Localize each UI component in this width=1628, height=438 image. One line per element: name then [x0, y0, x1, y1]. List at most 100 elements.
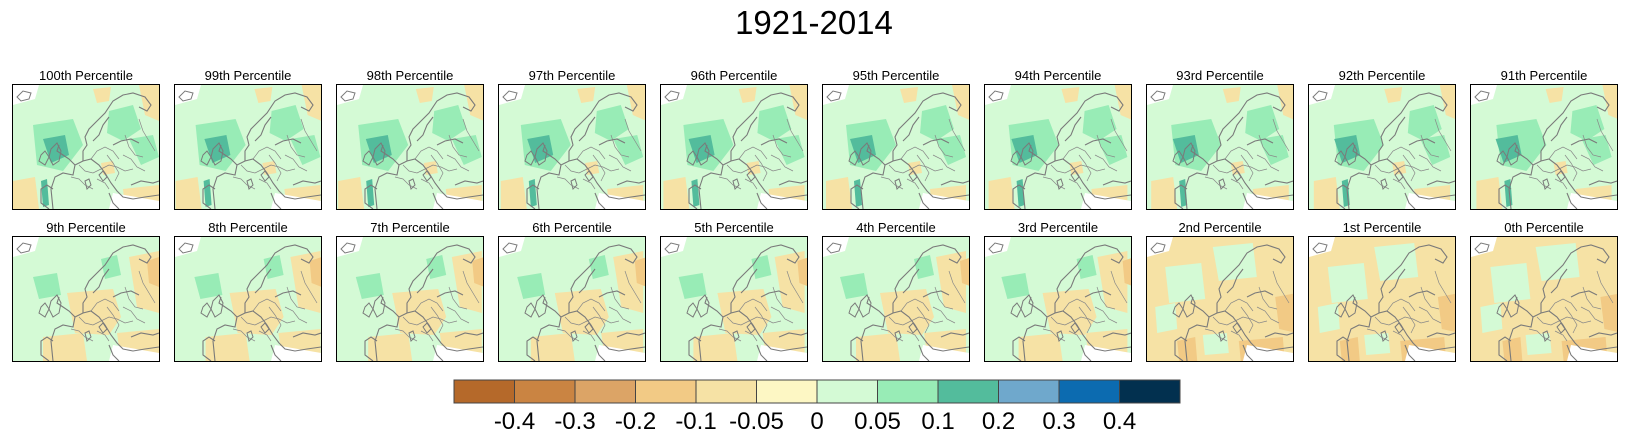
country-border: [106, 154, 120, 182]
field-patch: [826, 177, 852, 209]
country-border: [564, 316, 588, 326]
country-border: [906, 178, 920, 190]
map-panel: 100th Percentile: [12, 68, 160, 212]
coastline: [50, 310, 159, 361]
field-patch: [936, 251, 966, 313]
panel-title: 3rd Percentile: [1017, 220, 1099, 235]
field-patch: [1384, 87, 1403, 103]
coastline: [704, 296, 724, 318]
country-border: [420, 330, 434, 342]
country-border: [1078, 306, 1092, 334]
sea-patch: [1243, 193, 1293, 209]
map-svg: [175, 237, 321, 361]
country-border: [786, 270, 804, 304]
sea-patch: [433, 345, 483, 361]
coastline: [940, 332, 969, 338]
country-border: [1050, 164, 1074, 174]
coastline: [594, 192, 606, 209]
coastline: [704, 144, 724, 166]
country-border: [1224, 146, 1254, 160]
island-outline: [340, 90, 356, 102]
map-svg: [823, 237, 969, 361]
map-frame: [660, 84, 808, 210]
island-outline: [1496, 302, 1508, 318]
colorbar-swatch: [937, 379, 999, 404]
sea-patch: [919, 345, 969, 361]
country-border: [252, 146, 282, 160]
map-svg: [1147, 237, 1293, 361]
map-svg: [337, 85, 483, 209]
coastline: [406, 92, 476, 161]
sea-patch: [595, 345, 645, 361]
country-border: [1256, 306, 1280, 324]
country-border: [1374, 316, 1398, 326]
field-patch: [1222, 87, 1241, 103]
coastline: [1498, 336, 1512, 361]
country-border: [448, 134, 468, 158]
island-outline: [1172, 150, 1184, 166]
country-border: [1396, 164, 1430, 172]
coastline: [902, 116, 920, 142]
sea-patch: [919, 193, 969, 209]
field-patch: [717, 289, 772, 335]
coastline: [1508, 310, 1617, 361]
country-border: [772, 134, 792, 158]
country-border: [1420, 134, 1440, 158]
island-outline: [1056, 178, 1064, 190]
colorbar-svg: -0.4 -0.3 -0.2 -0.1 -0.05 0 0.05 0.1 0.2 0.3 0.4: [453, 379, 1181, 435]
colorbar-swatch: [877, 379, 939, 404]
sea-patch: [271, 345, 321, 361]
map-svg: [1309, 85, 1455, 209]
country-border: [748, 164, 782, 172]
field-patch: [1179, 179, 1188, 207]
country-border: [262, 164, 296, 172]
country-border: [446, 154, 470, 172]
field-patch: [738, 87, 757, 103]
coastline: [1566, 344, 1578, 361]
panel-title: 7th Percentile: [370, 220, 450, 235]
coastline: [274, 290, 302, 298]
country-border: [1396, 316, 1430, 324]
colorbar-swatch: [695, 379, 757, 404]
coastline: [108, 192, 120, 209]
country-border: [1230, 178, 1244, 190]
coastline: [1352, 144, 1372, 166]
island-outline: [502, 242, 518, 254]
colorbar-tick-label: -0.05: [729, 408, 784, 435]
field-patch: [1076, 255, 1097, 279]
colorbar-tick-label: -0.3: [554, 408, 595, 435]
country-border: [1402, 154, 1416, 182]
country-border: [1548, 146, 1578, 160]
coastline: [380, 144, 400, 166]
map-svg: [823, 85, 969, 209]
country-border: [906, 330, 920, 342]
country-border: [430, 154, 444, 182]
coastline: [760, 138, 788, 146]
map-panel: 8th Percentile: [174, 220, 322, 364]
country-border: [1234, 164, 1268, 172]
country-border: [258, 178, 272, 190]
coastline: [1064, 268, 1082, 294]
sea-patch: [1081, 345, 1131, 361]
country-border: [1402, 306, 1416, 334]
map-svg: [13, 85, 159, 209]
island-outline: [584, 170, 594, 182]
country-border: [1256, 154, 1280, 172]
island-outline: [260, 170, 270, 182]
coastline: [1570, 290, 1598, 298]
field-patch: [908, 161, 922, 175]
country-border: [90, 146, 120, 160]
field-patch: [1339, 337, 1360, 361]
country-border: [726, 316, 750, 326]
country-border: [576, 298, 606, 312]
coastline: [1566, 192, 1578, 209]
country-border: [96, 178, 110, 190]
coastline: [1408, 138, 1436, 146]
map-panel: 91th Percentile: [1470, 68, 1618, 212]
field-patch: [1437, 293, 1455, 332]
coastline: [594, 344, 606, 361]
coastline: [1264, 332, 1293, 338]
coastline: [578, 116, 596, 142]
island-outline: [98, 322, 108, 334]
panel-title: 93rd Percentile: [1176, 68, 1264, 83]
